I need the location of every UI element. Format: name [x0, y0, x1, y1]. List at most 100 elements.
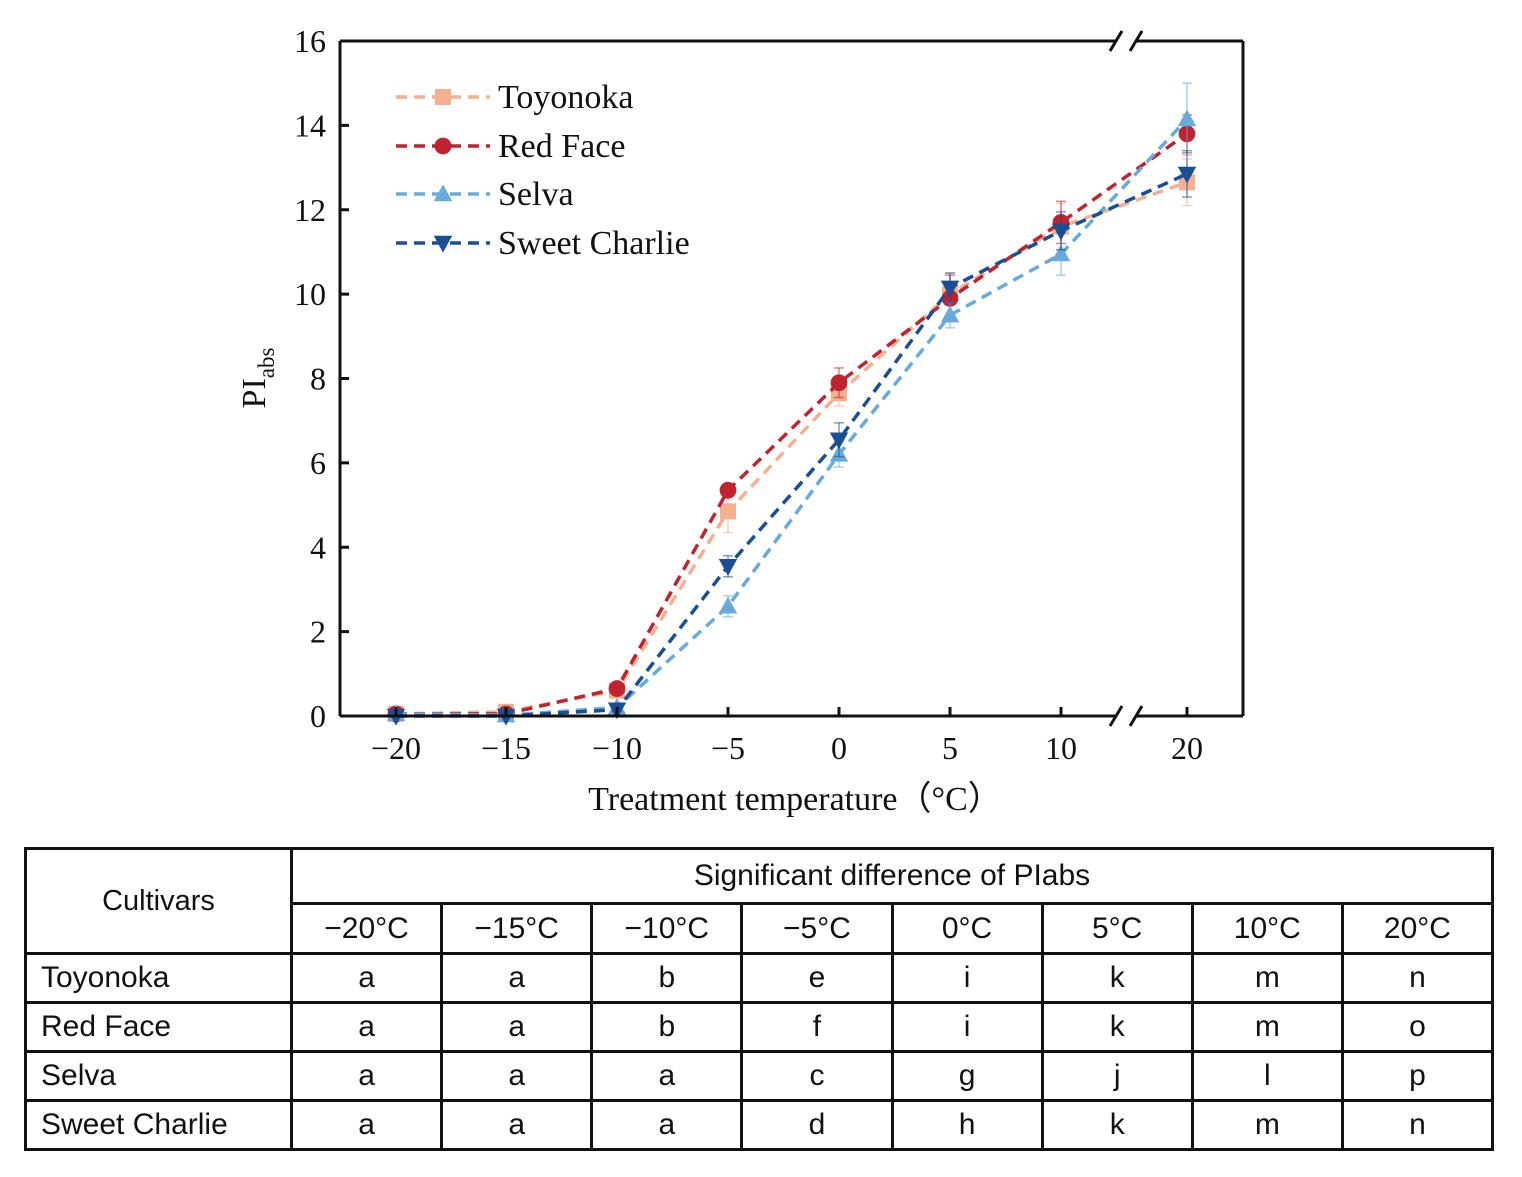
- cultivar-name: Toyonoka: [24, 952, 293, 1004]
- significance-letter: b: [590, 952, 744, 1004]
- data-point: [718, 596, 738, 614]
- significance-letter: i: [890, 1001, 1044, 1053]
- significance-letter: d: [740, 1099, 894, 1151]
- data-point: [719, 481, 737, 499]
- axis-break-mark: [1128, 30, 1144, 52]
- significance-table: Cultivars Significant difference of PIab…: [24, 847, 1495, 1151]
- significance-letter: m: [1190, 1099, 1344, 1151]
- significance-letter: h: [890, 1099, 1044, 1151]
- axis-break-mark: [1108, 30, 1124, 52]
- significance-letter: k: [1040, 1001, 1194, 1053]
- y-tick-label: 0: [310, 698, 326, 734]
- x-tick-label: 0: [831, 730, 847, 766]
- significance-letter: e: [740, 952, 894, 1004]
- data-point: [940, 280, 960, 298]
- legend-item: Red Face: [396, 128, 625, 165]
- significance-letter: m: [1190, 952, 1344, 1004]
- y-tick-label: 2: [310, 614, 326, 650]
- group-header: Significant difference of PIabs: [290, 847, 1494, 905]
- significance-letter: a: [289, 1050, 444, 1102]
- y-axis-label: PIabs: [236, 348, 279, 409]
- data-point: [718, 559, 738, 576]
- legend-marker: [433, 235, 453, 253]
- significance-letter: n: [1340, 1099, 1495, 1151]
- data-point: [940, 305, 960, 323]
- significance-letter: k: [1040, 952, 1194, 1004]
- temp-header: −20°C: [289, 902, 444, 955]
- y-axis-label-main: PI: [236, 378, 273, 408]
- data-point: [1177, 109, 1197, 127]
- legend-marker: [435, 89, 451, 105]
- x-tick-label: 10: [1045, 730, 1077, 766]
- significance-letter: a: [590, 1099, 744, 1151]
- legend-item: Sweet Charlie: [396, 225, 690, 262]
- table-row: Toyonoka a a b e i k m n: [24, 952, 1495, 1004]
- significance-letter: a: [440, 1001, 594, 1053]
- significance-letter: p: [1340, 1050, 1495, 1102]
- y-tick-label: 14: [294, 107, 326, 143]
- x-tick-label: 20: [1171, 730, 1203, 766]
- temp-header: −10°C: [590, 902, 744, 955]
- cultivar-name: Selva: [24, 1050, 293, 1102]
- legend-label: Toyonoka: [498, 79, 634, 116]
- data-point: [720, 503, 736, 520]
- significance-letter: i: [890, 952, 1044, 1004]
- significance-letter: m: [1190, 1001, 1344, 1053]
- temp-header: −5°C: [740, 902, 894, 955]
- pi-abs-line-chart: 0 2 4 6 8 10 12 14 16 −20 −15 −10 −5 0 5 10 20 Toyonoka R…: [236, 23, 1245, 818]
- significance-letter: a: [440, 952, 594, 1004]
- y-tick-label: 8: [310, 361, 326, 397]
- temp-header: 0°C: [890, 902, 1044, 955]
- significance-letter: k: [1040, 1099, 1194, 1151]
- legend-item: Selva: [396, 176, 574, 213]
- table-row: Sweet Charlie a a a d h k m n: [24, 1099, 1495, 1151]
- significance-letter: a: [289, 1099, 444, 1151]
- legend-marker: [433, 184, 453, 202]
- significance-letter: j: [1040, 1050, 1194, 1102]
- x-axis-label: Treatment temperature（°C）: [588, 780, 1002, 818]
- y-tick-label: 6: [310, 445, 326, 481]
- cultivar-name: Red Face: [24, 1001, 293, 1053]
- significance-letter: a: [440, 1099, 594, 1151]
- data-point: [1051, 223, 1071, 241]
- cultivar-name: Sweet Charlie: [24, 1099, 293, 1151]
- significance-letter: a: [289, 1001, 444, 1053]
- significance-letter: c: [740, 1050, 894, 1102]
- legend-item: Toyonoka: [396, 79, 634, 116]
- significance-letter: n: [1340, 952, 1495, 1004]
- legend-marker: [434, 137, 452, 155]
- significance-letter: g: [890, 1050, 1044, 1102]
- temp-header: 10°C: [1190, 902, 1344, 955]
- cultivars-header: Cultivars: [24, 847, 293, 955]
- y-tick-label: 4: [310, 529, 326, 565]
- x-tick-label: −10: [592, 730, 642, 766]
- significance-letter: o: [1340, 1001, 1495, 1053]
- y-tick-label: 10: [294, 276, 326, 312]
- significance-letter: f: [740, 1001, 894, 1053]
- data-point: [608, 680, 626, 697]
- legend-label: Red Face: [498, 128, 625, 165]
- data-point: [829, 432, 849, 450]
- significance-letter: a: [440, 1050, 594, 1102]
- table-row: Red Face a a b f i k m o: [24, 1001, 1495, 1053]
- significance-letter: b: [590, 1001, 744, 1053]
- legend-label: Sweet Charlie: [498, 225, 690, 262]
- x-tick-label: 5: [942, 730, 958, 766]
- temp-header: −15°C: [440, 902, 594, 955]
- data-point: [1051, 244, 1071, 262]
- temp-header: 5°C: [1040, 902, 1194, 955]
- legend-label: Selva: [498, 176, 574, 213]
- data-point: [1177, 166, 1197, 184]
- axis-break-mark: [1128, 705, 1144, 727]
- significance-letter: l: [1190, 1050, 1344, 1102]
- significance-letter: a: [590, 1050, 744, 1102]
- series-line: [396, 132, 1189, 716]
- y-tick-label: 16: [294, 23, 326, 59]
- y-tick-label: 12: [294, 192, 326, 228]
- temp-header: 20°C: [1340, 902, 1495, 955]
- significance-letter: a: [289, 952, 444, 1004]
- axis-break-mark: [1108, 705, 1124, 727]
- table-row: Selva a a a c g j l p: [24, 1050, 1495, 1102]
- data-point: [830, 374, 848, 392]
- x-tick-label: −15: [481, 730, 531, 766]
